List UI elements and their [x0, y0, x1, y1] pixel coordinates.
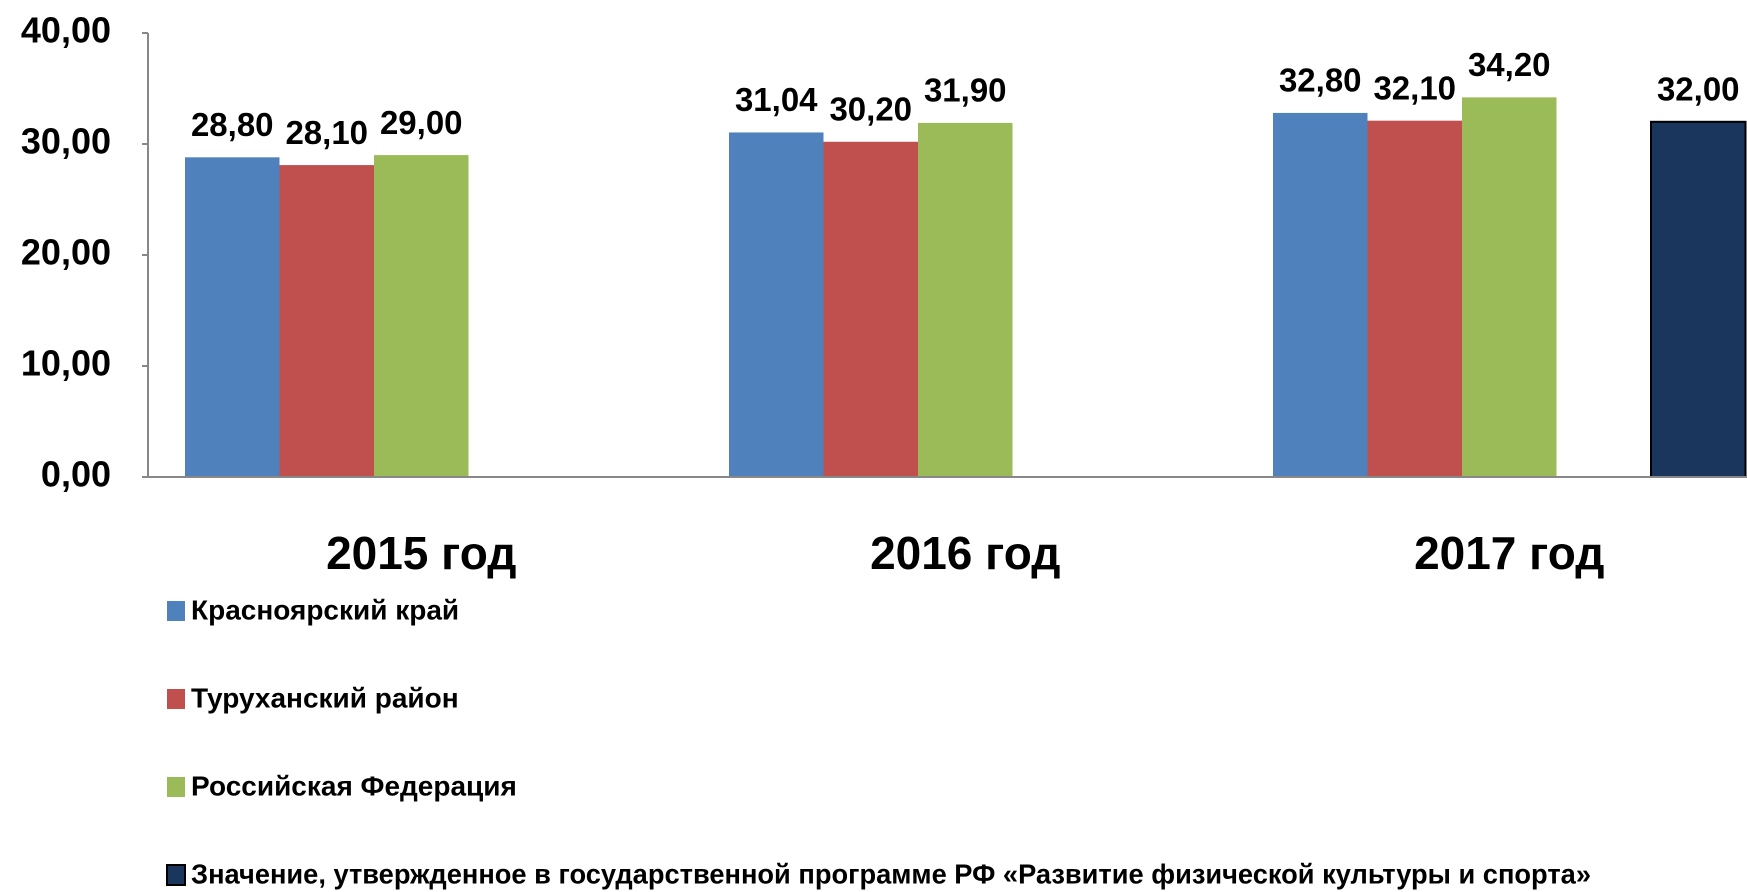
- bar: [918, 122, 1013, 477]
- data-label: 30,20: [829, 90, 912, 127]
- data-label: 29,00: [380, 104, 463, 141]
- data-label: 32,10: [1373, 69, 1456, 106]
- data-label: 34,20: [1468, 46, 1551, 83]
- x-tick-label: 2016 год: [870, 527, 1060, 579]
- y-tick-label: 30,00: [21, 121, 111, 162]
- legend-label: Значение, утвержденное в государственной…: [191, 858, 1591, 889]
- legend-label: Туруханский район: [191, 682, 459, 713]
- legend-label: Красноярский край: [191, 594, 459, 625]
- bar: [1462, 97, 1557, 477]
- bar: [185, 157, 280, 477]
- x-tick-label: 2015 год: [326, 527, 516, 579]
- legend-swatch: [167, 777, 185, 797]
- bar: [374, 155, 469, 477]
- data-label: 32,80: [1279, 62, 1362, 99]
- data-label: 28,10: [285, 114, 368, 151]
- bar: [1273, 112, 1368, 478]
- x-tick-label: 2017 год: [1414, 527, 1604, 579]
- bar: [729, 132, 824, 477]
- bar: [823, 141, 918, 477]
- legend-swatch: [167, 601, 185, 621]
- y-tick-label: 10,00: [21, 343, 111, 384]
- y-tick-label: 20,00: [21, 232, 111, 273]
- data-label: 31,90: [924, 72, 1007, 109]
- y-tick-label: 0,00: [41, 454, 111, 495]
- bar: [279, 165, 374, 477]
- legend-label: Российская Федерация: [191, 770, 517, 801]
- bar: [1367, 120, 1462, 477]
- legend-swatch: [167, 689, 185, 709]
- data-label: 31,04: [735, 81, 818, 118]
- legend-swatch: [166, 864, 186, 886]
- data-label: 28,80: [191, 106, 274, 143]
- bar: [1650, 120, 1747, 479]
- data-label: 32,00: [1657, 71, 1740, 108]
- y-tick-label: 40,00: [21, 10, 111, 51]
